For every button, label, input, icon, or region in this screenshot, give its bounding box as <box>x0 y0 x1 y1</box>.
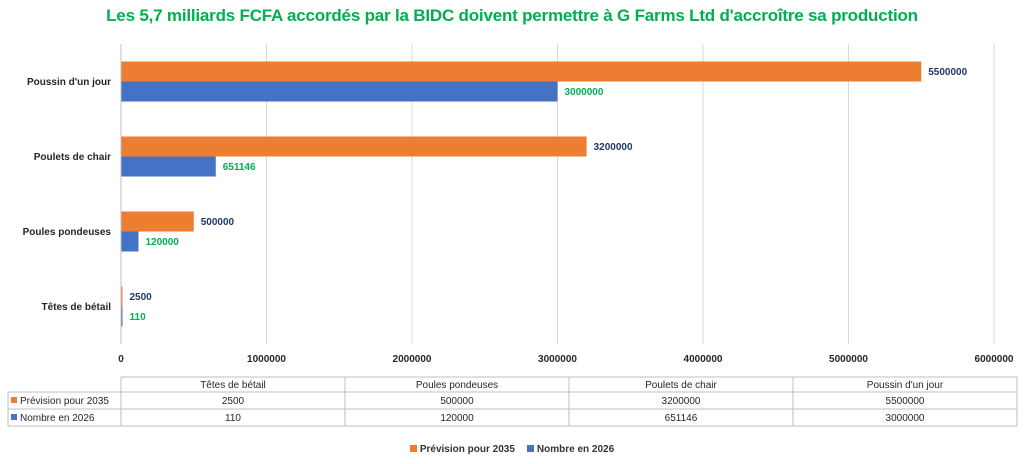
legend-label: Prévision pour 2035 <box>419 444 515 455</box>
table-header-cell: Poulets de chair <box>645 380 717 391</box>
legend-label: Nombre en 2026 <box>536 444 615 455</box>
bar <box>121 136 587 157</box>
table-header-cell: Poules pondeuses <box>416 380 498 391</box>
table-legend-key <box>11 397 17 403</box>
data-label: 3200000 <box>594 142 633 153</box>
bar <box>121 81 558 102</box>
bar <box>121 156 216 177</box>
table-cell: 5500000 <box>886 396 925 407</box>
legend: Prévision pour 2035 Nombre en 2026 <box>0 444 1024 455</box>
legend-swatch <box>409 445 417 452</box>
data-label: 2500 <box>130 292 153 303</box>
table-series-name: Prévision pour 2035 <box>20 396 109 407</box>
y-tick-label: Poulets de chair <box>34 152 111 163</box>
legend-item: Prévision pour 2035 <box>409 444 515 455</box>
table-cell: 3000000 <box>886 413 925 424</box>
data-label: 3000000 <box>565 87 604 98</box>
bars <box>121 61 922 327</box>
data-table: Têtes de bétail Poules pondeuses Poulets d… <box>7 376 1018 427</box>
legend-item: Nombre en 2026 <box>526 444 615 455</box>
y-tick-label: Poussin d'un jour <box>27 77 111 88</box>
chart-title: Les 5,7 milliards FCFA accordés par la B… <box>106 6 918 25</box>
gridlines <box>266 44 995 344</box>
x-tick-label: 6000000 <box>975 354 1014 365</box>
data-label: 500000 <box>201 217 235 228</box>
table-cell: 120000 <box>440 413 474 424</box>
data-labels: 2500 110 500000 120000 3200000 651146 5500000 3… <box>130 67 968 323</box>
x-tick-label: 1000000 <box>247 354 286 365</box>
table-cell: 2500 <box>222 396 245 407</box>
y-tick-label: Têtes de bétail <box>42 302 112 313</box>
x-tick-label: 2000000 <box>393 354 432 365</box>
data-label: 110 <box>130 312 147 323</box>
x-tick-label: 0 <box>118 354 124 365</box>
table-legend-key <box>11 414 17 420</box>
bar <box>121 231 139 252</box>
table-cell: 651146 <box>665 413 698 424</box>
data-label: 651146 <box>223 162 256 173</box>
bar-chart: 2500 110 500000 120000 3200000 651146 5500000 3… <box>7 44 1018 427</box>
table-header-cell: Têtes de bétail <box>200 380 266 391</box>
table-cell: 110 <box>225 413 241 424</box>
x-tick-label: 5000000 <box>829 354 868 365</box>
axes: 0 1000000 2000000 3000000 4000000 5000000 6000… <box>23 44 1014 365</box>
table-series-name: Nombre en 2026 <box>20 413 95 424</box>
table-cell: 3200000 <box>662 396 701 407</box>
bar <box>121 306 123 327</box>
legend-swatch <box>526 445 534 452</box>
x-tick-label: 4000000 <box>684 354 723 365</box>
x-tick-label: 3000000 <box>538 354 577 365</box>
bar <box>121 61 922 82</box>
data-label: 120000 <box>145 237 179 248</box>
data-label: 5500000 <box>928 67 967 78</box>
bar <box>121 286 123 307</box>
table-cell: 500000 <box>440 396 474 407</box>
table-header-cell: Poussin d'un jour <box>867 380 944 391</box>
bar <box>121 211 194 232</box>
y-tick-label: Poules pondeuses <box>23 227 112 238</box>
